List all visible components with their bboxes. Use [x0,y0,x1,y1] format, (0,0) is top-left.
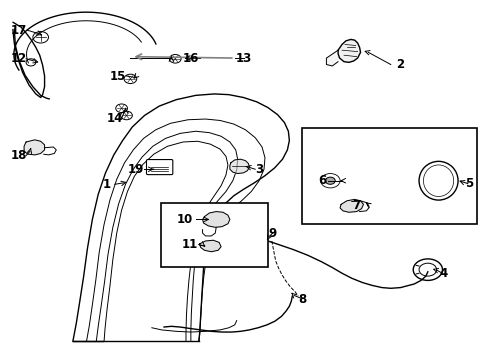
Ellipse shape [423,165,453,197]
Text: 15: 15 [109,69,125,82]
Polygon shape [339,199,363,212]
Text: 12: 12 [11,52,27,65]
Polygon shape [24,140,44,155]
Text: 2: 2 [396,58,404,71]
Text: 9: 9 [268,226,276,239]
Text: 5: 5 [464,177,472,190]
FancyBboxPatch shape [146,159,172,175]
Polygon shape [202,212,229,227]
Text: 10: 10 [177,213,193,226]
Text: 4: 4 [438,267,447,280]
Text: 6: 6 [318,174,326,187]
Text: 1: 1 [102,178,111,191]
Text: 19: 19 [128,163,144,176]
Ellipse shape [418,161,457,200]
Text: 17: 17 [11,24,27,37]
Text: 14: 14 [107,112,123,125]
Text: 18: 18 [11,149,27,162]
Bar [160,203,267,267]
Text: 16: 16 [183,51,199,64]
Text: 13: 13 [235,51,251,64]
Text: 3: 3 [255,163,263,176]
Circle shape [325,177,334,184]
Bar [302,129,476,224]
Text: 7: 7 [352,199,360,212]
Text: 8: 8 [297,293,305,306]
Polygon shape [326,50,337,66]
Text: 11: 11 [182,238,198,251]
Polygon shape [229,159,249,174]
Polygon shape [337,40,360,62]
Polygon shape [199,240,221,252]
